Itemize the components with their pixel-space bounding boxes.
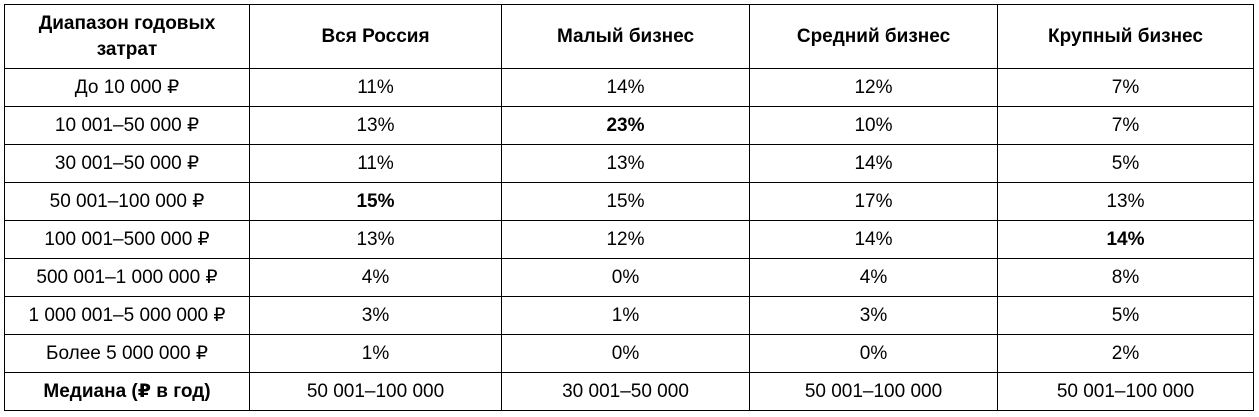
cell-medium-business: 14% — [749, 144, 998, 183]
row-label: 10 001–50 000 ₽ — [4, 106, 250, 145]
cell-small-business: 14% — [501, 68, 750, 107]
table-body: До 10 000 ₽ 11% 14% 12% 7% 10 001–50 000… — [4, 68, 1254, 411]
table-row: Более 5 000 000 ₽ 1% 0% 0% 2% — [4, 334, 1254, 373]
cell-small-business: 0% — [501, 258, 750, 297]
table-row: 50 001–100 000 ₽ 15% 15% 17% 13% — [4, 182, 1254, 221]
median-small-business: 30 001–50 000 — [501, 372, 750, 411]
table-row: 500 001–1 000 000 ₽ 4% 0% 4% 8% — [4, 258, 1254, 297]
cell-all-russia: 11% — [249, 68, 502, 107]
table-row: 1 000 001–5 000 000 ₽ 3% 1% 3% 5% — [4, 296, 1254, 335]
cell-all-russia: 13% — [249, 106, 502, 145]
cell-large-business: 5% — [997, 144, 1254, 183]
cell-medium-business: 10% — [749, 106, 998, 145]
table-header-row: Диапазон годовых затрат Вся Россия Малый… — [4, 4, 1254, 69]
cell-large-business: 5% — [997, 296, 1254, 335]
cell-small-business: 1% — [501, 296, 750, 335]
table-row: До 10 000 ₽ 11% 14% 12% 7% — [4, 68, 1254, 107]
cell-small-business: 13% — [501, 144, 750, 183]
cell-medium-business: 3% — [749, 296, 998, 335]
cell-all-russia: 3% — [249, 296, 502, 335]
cell-all-russia: 13% — [249, 220, 502, 259]
median-large-business: 50 001–100 000 — [997, 372, 1254, 411]
median-all-russia: 50 001–100 000 — [249, 372, 502, 411]
row-label: До 10 000 ₽ — [4, 68, 250, 107]
cell-small-business: 15% — [501, 182, 750, 221]
header-small-business: Малый бизнес — [501, 4, 750, 69]
cell-medium-business: 0% — [749, 334, 998, 373]
header-large-business: Крупный бизнес — [997, 4, 1254, 69]
cell-large-business: 2% — [997, 334, 1254, 373]
cell-large-business: 8% — [997, 258, 1254, 297]
cell-large-business: 13% — [997, 182, 1254, 221]
cell-all-russia: 4% — [249, 258, 502, 297]
table-row: 30 001–50 000 ₽ 11% 13% 14% 5% — [4, 144, 1254, 183]
cell-small-business: 0% — [501, 334, 750, 373]
cell-medium-business: 4% — [749, 258, 998, 297]
row-label: 100 001–500 000 ₽ — [4, 220, 250, 259]
header-medium-business: Средний бизнес — [749, 4, 998, 69]
table-row: 100 001–500 000 ₽ 13% 12% 14% 14% — [4, 220, 1254, 259]
row-label: 1 000 001–5 000 000 ₽ — [4, 296, 250, 335]
cell-medium-business: 17% — [749, 182, 998, 221]
cell-all-russia: 11% — [249, 144, 502, 183]
table-row: 10 001–50 000 ₽ 13% 23% 10% 7% — [4, 106, 1254, 145]
cell-large-business: 7% — [997, 106, 1254, 145]
cell-large-business: 14% — [997, 220, 1254, 259]
cell-small-business: 12% — [501, 220, 750, 259]
table-row-median: Медиана (₽ в год) 50 001–100 000 30 001–… — [4, 372, 1254, 411]
row-label: 30 001–50 000 ₽ — [4, 144, 250, 183]
cell-all-russia: 15% — [249, 182, 502, 221]
row-label: 50 001–100 000 ₽ — [4, 182, 250, 221]
row-label: Более 5 000 000 ₽ — [4, 334, 250, 373]
row-label: 500 001–1 000 000 ₽ — [4, 258, 250, 297]
median-medium-business: 50 001–100 000 — [749, 372, 998, 411]
cell-all-russia: 1% — [249, 334, 502, 373]
header-cost-range: Диапазон годовых затрат — [4, 4, 250, 69]
cell-small-business: 23% — [501, 106, 750, 145]
cost-range-table: Диапазон годовых затрат Вся Россия Малый… — [4, 4, 1254, 411]
median-label: Медиана (₽ в год) — [4, 372, 250, 411]
cell-medium-business: 14% — [749, 220, 998, 259]
header-all-russia: Вся Россия — [249, 4, 502, 69]
cell-large-business: 7% — [997, 68, 1254, 107]
cell-medium-business: 12% — [749, 68, 998, 107]
